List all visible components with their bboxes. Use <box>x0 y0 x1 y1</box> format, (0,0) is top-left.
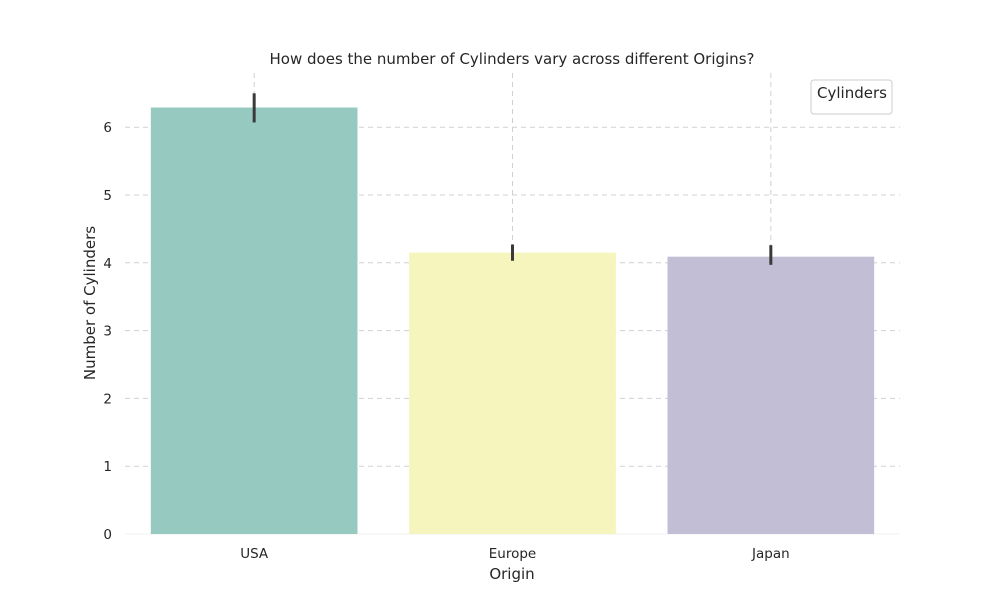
legend-title: Cylinders <box>817 84 887 102</box>
bar-japan <box>667 256 875 534</box>
y-tick-label: 3 <box>103 324 112 340</box>
x-tick-label: Japan <box>751 546 790 562</box>
x-tick-labels: USA Europe Japan <box>240 546 789 562</box>
chart-title: How does the number of Cylinders vary ac… <box>270 50 755 68</box>
x-axis-label: Origin <box>489 565 534 583</box>
legend: Cylinders <box>810 79 893 115</box>
error-bars <box>252 93 773 265</box>
x-tick-label: Europe <box>489 546 536 562</box>
bar-usa <box>150 107 358 535</box>
y-tick-label: 0 <box>103 527 112 543</box>
legend-box <box>810 79 893 115</box>
y-tick-label: 1 <box>103 459 112 475</box>
y-axis-label: Number of Cylinders <box>81 226 99 380</box>
y-tick-label: 6 <box>103 120 112 136</box>
x-tick-label: USA <box>240 546 269 562</box>
y-tick-label: 5 <box>103 188 112 204</box>
y-tick-labels: 0 1 2 3 4 5 6 <box>103 120 112 543</box>
y-tick-label: 4 <box>103 256 112 272</box>
bar-europe <box>409 252 616 534</box>
y-tick-label: 2 <box>103 391 112 407</box>
bars <box>150 107 875 535</box>
